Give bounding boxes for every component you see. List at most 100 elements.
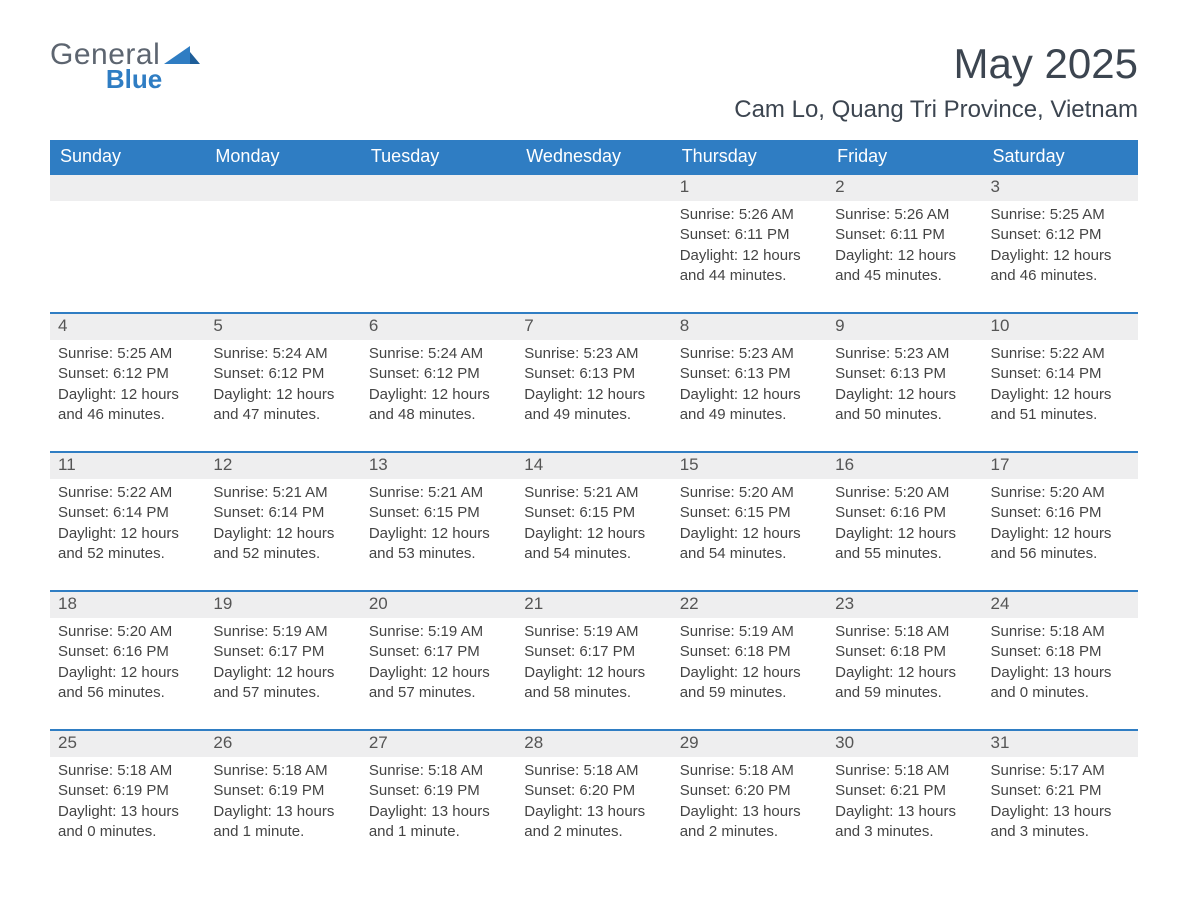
calendar-cell: 14Sunrise: 5:21 AMSunset: 6:15 PMDayligh… — [516, 452, 671, 591]
sunset-label: Sunset: — [991, 226, 1046, 243]
day-header: Wednesday — [516, 140, 671, 174]
sunrise-label: Sunrise: — [524, 762, 583, 779]
sunrise-label: Sunrise: — [524, 345, 583, 362]
sunrise-value: 5:18 AM — [739, 762, 794, 779]
calendar-cell: 22Sunrise: 5:19 AMSunset: 6:18 PMDayligh… — [672, 591, 827, 730]
sunrise: Sunrise: 5:23 AM — [835, 344, 974, 364]
sunset-value: 6:20 PM — [735, 782, 791, 799]
day-info: Sunrise: 5:26 AMSunset: 6:11 PMDaylight:… — [672, 201, 827, 312]
calendar-cell: 1Sunrise: 5:26 AMSunset: 6:11 PMDaylight… — [672, 174, 827, 313]
day-info: Sunrise: 5:24 AMSunset: 6:12 PMDaylight:… — [205, 340, 360, 451]
daylight-label: Daylight: — [524, 664, 587, 681]
daylight-label: Daylight: — [835, 803, 898, 820]
sunset-value: 6:16 PM — [890, 504, 946, 521]
calendar-body: 1Sunrise: 5:26 AMSunset: 6:11 PMDaylight… — [50, 174, 1138, 868]
sunrise-value: 5:18 AM — [894, 623, 949, 640]
sunrise-value: 5:18 AM — [428, 762, 483, 779]
sunset-label: Sunset: — [835, 226, 890, 243]
sunrise-value: 5:23 AM — [739, 345, 794, 362]
sunset-value: 6:15 PM — [735, 504, 791, 521]
day-info: Sunrise: 5:25 AMSunset: 6:12 PMDaylight:… — [50, 340, 205, 451]
sunrise-label: Sunrise: — [680, 762, 739, 779]
sunrise: Sunrise: 5:21 AM — [213, 483, 352, 503]
sunset-value: 6:17 PM — [268, 643, 324, 660]
calendar-page: General Blue May 2025 Cam Lo, Quang Tri … — [0, 0, 1188, 908]
daylight: Daylight: 12 hours and 48 minutes. — [369, 385, 508, 426]
day-number: 2 — [827, 175, 982, 201]
day-header: Tuesday — [361, 140, 516, 174]
day-number: 3 — [983, 175, 1138, 201]
sunset-label: Sunset: — [680, 226, 735, 243]
daylight-label: Daylight: — [58, 386, 121, 403]
daylight: Daylight: 12 hours and 46 minutes. — [991, 246, 1130, 287]
sunrise-value: 5:26 AM — [894, 206, 949, 223]
sunrise-label: Sunrise: — [991, 206, 1050, 223]
daylight-label: Daylight: — [680, 664, 743, 681]
day-number: 19 — [205, 592, 360, 618]
sunrise-value: 5:18 AM — [583, 762, 638, 779]
sunrise: Sunrise: 5:22 AM — [991, 344, 1130, 364]
sunrise-value: 5:23 AM — [894, 345, 949, 362]
daylight-label: Daylight: — [835, 386, 898, 403]
header-bar: General Blue May 2025 Cam Lo, Quang Tri … — [50, 40, 1138, 134]
sunrise: Sunrise: 5:23 AM — [680, 344, 819, 364]
sunset-value: 6:17 PM — [424, 643, 480, 660]
sunset-value: 6:21 PM — [890, 782, 946, 799]
sunset: Sunset: 6:17 PM — [369, 642, 508, 662]
calendar-cell: 24Sunrise: 5:18 AMSunset: 6:18 PMDayligh… — [983, 591, 1138, 730]
sunset: Sunset: 6:20 PM — [524, 781, 663, 801]
calendar-cell: 2Sunrise: 5:26 AMSunset: 6:11 PMDaylight… — [827, 174, 982, 313]
calendar-cell: 10Sunrise: 5:22 AMSunset: 6:14 PMDayligh… — [983, 313, 1138, 452]
sunrise-label: Sunrise: — [213, 623, 272, 640]
day-info: Sunrise: 5:20 AMSunset: 6:16 PMDaylight:… — [50, 618, 205, 729]
calendar-cell-empty — [361, 174, 516, 313]
sunset-value: 6:19 PM — [268, 782, 324, 799]
calendar-cell: 4Sunrise: 5:25 AMSunset: 6:12 PMDaylight… — [50, 313, 205, 452]
day-info: Sunrise: 5:23 AMSunset: 6:13 PM Daylight:… — [672, 340, 827, 451]
sunset: Sunset: 6:19 PM — [369, 781, 508, 801]
calendar-cell: 23Sunrise: 5:18 AMSunset: 6:18 PMDayligh… — [827, 591, 982, 730]
sunset-label: Sunset: — [524, 643, 579, 660]
sunrise-label: Sunrise: — [991, 484, 1050, 501]
day-info: Sunrise: 5:26 AMSunset: 6:11 PMDaylight:… — [827, 201, 982, 312]
calendar-cell: 11Sunrise: 5:22 AMSunset: 6:14 PMDayligh… — [50, 452, 205, 591]
sunrise-value: 5:22 AM — [117, 484, 172, 501]
sunset-value: 6:15 PM — [424, 504, 480, 521]
calendar-cell: 13Sunrise: 5:21 AMSunset: 6:15 PMDayligh… — [361, 452, 516, 591]
day-info: Sunrise: 5:18 AMSunset: 6:19 PMDaylight:… — [50, 757, 205, 868]
sunrise-value: 5:19 AM — [428, 623, 483, 640]
daylight-label: Daylight: — [680, 386, 743, 403]
calendar-cell: 8 Sunrise: 5:23 AMSunset: 6:13 PM Daylight… — [672, 313, 827, 452]
sunrise-value: 5:19 AM — [739, 623, 794, 640]
sunset: Sunset: 6:12 PM — [58, 364, 197, 384]
sunrise-label: Sunrise: — [680, 623, 739, 640]
sunrise-label: Sunrise: — [835, 623, 894, 640]
daylight-label: Daylight: — [680, 803, 743, 820]
daylight: Daylight: 12 hours and 49 minutes. — [524, 385, 663, 426]
sunrise-label: Sunrise: — [369, 623, 428, 640]
day-number — [516, 175, 671, 201]
daylight-label: Daylight: — [991, 803, 1054, 820]
day-number: 8 — [672, 314, 827, 340]
sunset: Sunset: 6:13 PM — [680, 364, 819, 384]
sunrise: Sunrise: 5:19 AM — [524, 622, 663, 642]
sunrise: Sunrise: 5:19 AM — [213, 622, 352, 642]
sunset: Sunset: 6:19 PM — [213, 781, 352, 801]
day-number: 4 — [50, 314, 205, 340]
daylight-label: Daylight: — [369, 525, 432, 542]
sunrise: Sunrise: 5:18 AM — [213, 761, 352, 781]
day-info: Sunrise: 5:18 AMSunset: 6:18 PMDaylight:… — [827, 618, 982, 729]
sunrise: Sunrise: 5:18 AM — [680, 761, 819, 781]
day-info: Sunrise: 5:21 AMSunset: 6:15 PMDaylight:… — [516, 479, 671, 590]
sunrise: Sunrise: 5:25 AM — [991, 205, 1130, 225]
calendar-cell: 7Sunrise: 5:23 AMSunset: 6:13 PMDaylight… — [516, 313, 671, 452]
day-number: 27 — [361, 731, 516, 757]
sunset-label: Sunset: — [835, 504, 890, 521]
sunset-value: 6:11 PM — [735, 226, 790, 243]
sunrise: Sunrise: 5:22 AM — [58, 483, 197, 503]
day-info: Sunrise: 5:18 AMSunset: 6:19 PMDaylight:… — [205, 757, 360, 868]
sunrise-value: 5:26 AM — [739, 206, 794, 223]
sunrise-label: Sunrise: — [524, 484, 583, 501]
sunrise: Sunrise: 5:19 AM — [369, 622, 508, 642]
sunrise-label: Sunrise: — [524, 623, 583, 640]
